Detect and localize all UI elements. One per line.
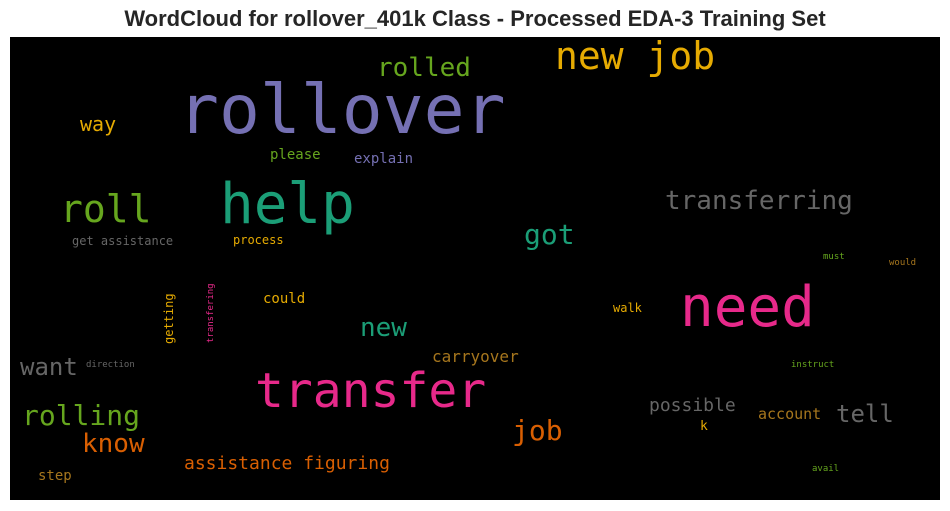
word-carryover: carryover xyxy=(432,347,519,366)
word-new-job: new job xyxy=(555,37,716,78)
word-assistance-figuring: assistance figuring xyxy=(184,453,390,474)
word-must: must xyxy=(823,252,845,262)
word-want: want xyxy=(20,353,78,381)
word-avail: avail xyxy=(812,464,840,474)
word-rolled: rolled xyxy=(377,53,471,83)
word-step: step xyxy=(38,468,72,484)
word-rollover: rollover xyxy=(178,71,506,150)
word-roll: roll xyxy=(60,187,152,231)
word-get-assistance: get assistance xyxy=(72,234,174,248)
word-instruct: instruct xyxy=(791,360,835,370)
word-transferring: transferring xyxy=(665,186,853,216)
word-need: need xyxy=(680,275,815,340)
word-know: know xyxy=(82,429,145,459)
word-help: help xyxy=(220,172,355,237)
word-way: way xyxy=(80,112,117,136)
word-transfering: transfering xyxy=(206,283,216,343)
word-explain: explain xyxy=(354,151,414,167)
word-k: k xyxy=(700,419,708,434)
word-rolling: rolling xyxy=(22,399,141,432)
word-job: job xyxy=(512,414,563,447)
word-new: new xyxy=(360,313,407,343)
word-walk: walk xyxy=(613,301,642,315)
chart-title: WordCloud for rollover_401k Class - Proc… xyxy=(124,6,826,31)
word-transfer: transfer xyxy=(255,363,487,419)
wordcloud-canvas: rollover help need transfer new job roll trans… xyxy=(10,37,940,500)
word-process: process xyxy=(233,233,284,247)
word-tell: tell xyxy=(836,400,894,428)
word-please: please xyxy=(270,147,321,163)
word-would: would xyxy=(889,258,917,268)
word-could: could xyxy=(263,291,306,307)
word-getting: getting xyxy=(162,293,176,344)
word-possible: possible xyxy=(649,395,736,416)
word-account: account xyxy=(758,405,822,423)
word-direction: direction xyxy=(86,360,135,370)
word-got: got xyxy=(524,218,575,251)
